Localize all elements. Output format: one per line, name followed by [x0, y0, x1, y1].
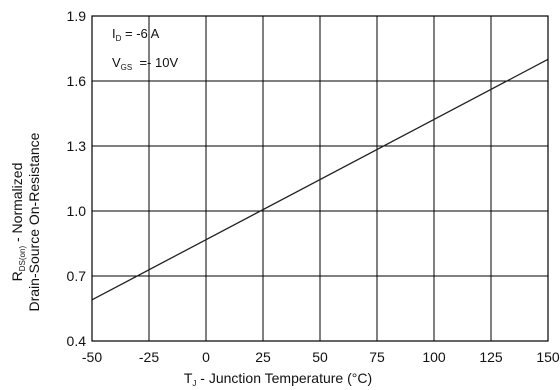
x-tick-label: 0: [202, 349, 210, 365]
x-axis-title: TJ - Junction Temperature (°C): [184, 370, 372, 388]
series-line: [91, 58, 549, 301]
x-tick-label: 50: [312, 349, 328, 365]
series: [91, 58, 549, 301]
grid: [91, 15, 549, 342]
y-axis-title-line2: Drain-Source On-Resistance: [26, 132, 42, 311]
y-axis-title-line1: RDS(on) - Normalized: [9, 163, 27, 282]
y-tick-label: 1.6: [67, 73, 87, 89]
x-tick-label: 25: [255, 349, 271, 365]
annotation-id: ID = -6 A: [112, 26, 160, 43]
x-tick-label: 125: [479, 349, 503, 365]
y-tick-label: 1.3: [67, 138, 87, 154]
x-tick-label: 150: [536, 349, 560, 365]
x-tick-label: 100: [422, 349, 446, 365]
x-tick-label: 75: [369, 349, 385, 365]
y-tick-labels: 0.4 0.7 1.0 1.3 1.6 1.9: [67, 8, 87, 349]
y-tick-label: 1.9: [67, 8, 87, 24]
y-tick-label: 1.0: [67, 203, 87, 219]
annotation-vgs: VGS =- 10V: [112, 55, 178, 72]
x-tick-labels: -50 -25 0 25 50 75 100 125 150: [82, 349, 560, 365]
y-tick-label: 0.4: [67, 333, 87, 349]
plot-area-frame: [91, 15, 549, 342]
x-tick-label: -50: [82, 349, 102, 365]
x-tick-label: -25: [139, 349, 159, 365]
y-axis-title: RDS(on) - Normalized Drain-Source On-Res…: [9, 132, 42, 311]
y-tick-label: 0.7: [67, 268, 87, 284]
